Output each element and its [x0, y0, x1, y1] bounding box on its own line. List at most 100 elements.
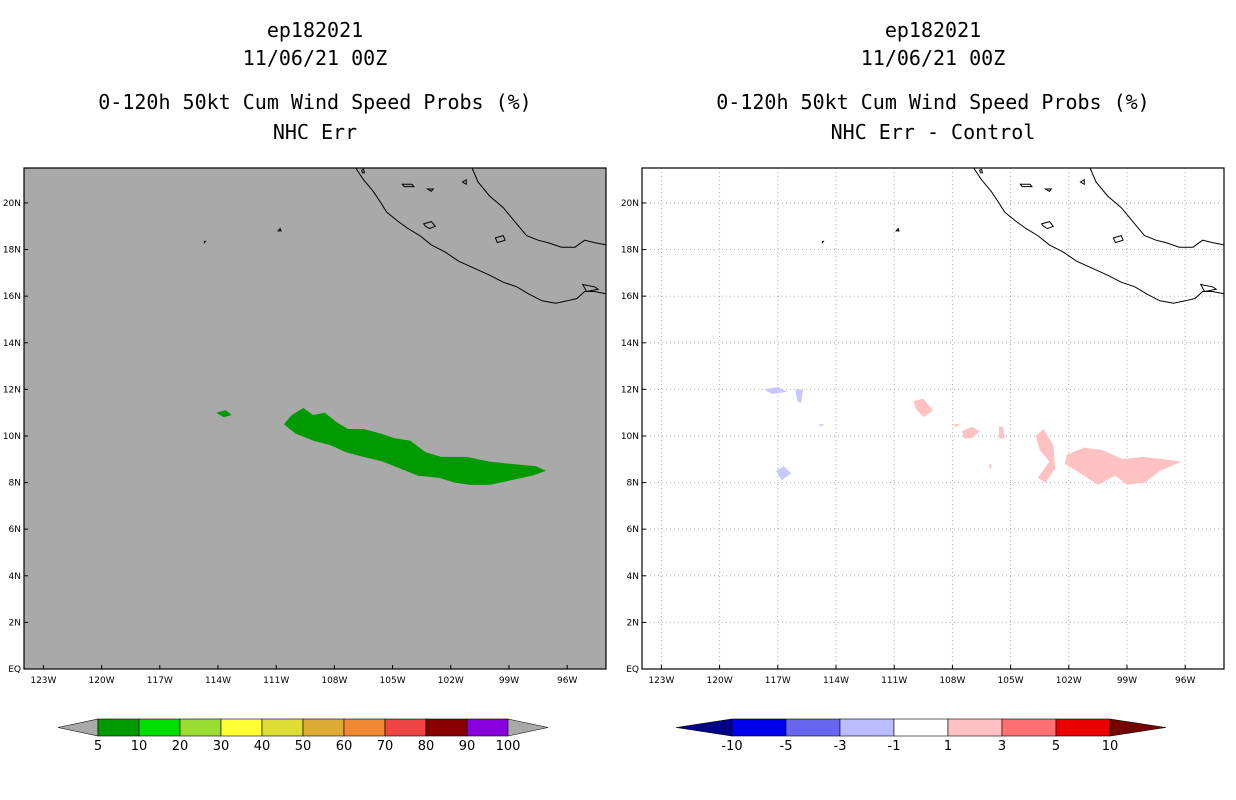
prob-region-pos-patch-c [962, 426, 980, 439]
colorbar-label: -5 [780, 739, 793, 754]
lat-tick-label: 20N [621, 199, 639, 209]
island-outline [1112, 234, 1124, 244]
prob-region-neg-patch-a [764, 387, 788, 394]
island-outline [1079, 178, 1085, 186]
prob-region-neg-patch-d [818, 424, 825, 427]
lon-tick-label: 114W [823, 676, 849, 686]
lon-tick-label: 102W [438, 676, 464, 686]
colorbar-cell [893, 718, 949, 737]
colorbar-label: 50 [295, 739, 312, 754]
prob-region-pos-patch-a [913, 398, 933, 418]
colorbar-cell [97, 718, 140, 737]
island-outline [425, 188, 435, 192]
lat-tick-label: 18N [621, 246, 639, 256]
colorbar-low-triangle [57, 718, 99, 737]
lat-tick-label: 8N [627, 479, 639, 489]
lon-tick-label: 108W [321, 676, 347, 686]
lat-tick-label: 6N [627, 525, 639, 535]
island-outline [895, 227, 900, 232]
colorbar-cell [179, 718, 222, 737]
colorbar-label: 5 [1052, 739, 1060, 754]
colorbar-label: 10 [1102, 739, 1119, 754]
prob-region-pos-patch-d [999, 426, 1005, 439]
island-outline [1043, 188, 1053, 192]
lon-tick-label: 111W [263, 676, 289, 686]
lon-tick-label: 123W [648, 676, 674, 686]
lon-tick-label: 123W [30, 676, 56, 686]
colorbar-label: 90 [459, 739, 476, 754]
lat-tick-label: 2N [9, 618, 21, 628]
island-outline [494, 234, 506, 244]
lat-tick-label: 8N [9, 479, 21, 489]
island-outline [821, 240, 825, 244]
colorbar-label: 1 [944, 739, 952, 754]
coastline [355, 167, 607, 304]
island-outline [203, 240, 207, 244]
island-outline [360, 168, 366, 174]
colorbar-cell [138, 718, 181, 737]
right-colorbar: -10 -5 -3 -1 1 3 5 10 [675, 718, 1167, 754]
lon-tick-label: 117W [765, 676, 791, 686]
lon-tick-label: 99W [499, 676, 519, 686]
colorbar-label: 10 [131, 739, 148, 754]
lat-tick-label: 18N [3, 246, 21, 256]
prob-region-neg-patch-c [775, 466, 792, 481]
lat-tick-label: EQ [626, 665, 639, 675]
coastline [471, 167, 607, 248]
prob-region-isolated-patch [216, 410, 232, 418]
colorbar-label: 100 [496, 739, 521, 754]
colorbar-cell [343, 718, 386, 737]
island-outline [461, 178, 467, 186]
prob-region-pos-patch-e [989, 463, 992, 469]
island-outline [1199, 283, 1218, 293]
island-outline [422, 221, 437, 230]
colorbar-label: 40 [254, 739, 271, 754]
colorbar-cell [1001, 718, 1057, 737]
prob-region-pos-patch-g [1064, 447, 1182, 485]
colorbar-cell [261, 718, 304, 737]
colorbar-cell [220, 718, 263, 737]
colorbar-label: 70 [377, 739, 394, 754]
lat-tick-label: 6N [9, 525, 21, 535]
map-frame [23, 167, 607, 670]
left-map-panel: 123W 120W 117W 114W 111W 108W 105W 102W 99W 96W EQ… [3, 167, 607, 686]
colorbar-label: -1 [888, 739, 901, 754]
lat-tick-label: 10N [621, 432, 639, 442]
lon-tick-label: 120W [707, 676, 733, 686]
coastline [1089, 167, 1225, 248]
colorbar-label: 20 [172, 739, 189, 754]
colorbar-cell [425, 718, 468, 737]
left-colorbar: 5 10 20 30 40 50 60 70 80 90 100 [57, 718, 549, 754]
lon-tick-label: 105W [998, 676, 1024, 686]
lat-tick-label: 12N [621, 385, 639, 395]
lat-tick-label: EQ [8, 665, 21, 675]
lon-tick-label: 117W [147, 676, 173, 686]
left-subtitle: NHC Err [272, 120, 358, 144]
lat-tick-label: 16N [621, 292, 639, 302]
lon-tick-label: 111W [881, 676, 907, 686]
colorbar-cell [302, 718, 345, 737]
left-storm-id: ep182021 [266, 18, 364, 42]
colorbar-cell [785, 718, 841, 737]
island-outline [581, 283, 600, 293]
colorbar-high-triangle [1109, 718, 1167, 737]
lon-tick-label: 96W [1175, 676, 1195, 686]
right-datetime: 11/06/21 00Z [860, 46, 1006, 70]
lon-tick-label: 108W [939, 676, 965, 686]
right-storm-id: ep182021 [884, 18, 982, 42]
map-frame [641, 167, 1225, 670]
lat-tick-label: 4N [9, 572, 21, 582]
lon-tick-label: 105W [380, 676, 406, 686]
colorbar-cell [1055, 718, 1111, 737]
lon-tick-label: 114W [205, 676, 231, 686]
left-product-title: 0-120h 50kt Cum Wind Speed Probs (%) [98, 90, 532, 114]
right-subtitle: NHC Err - Control [830, 120, 1036, 144]
lat-tick-label: 14N [621, 339, 639, 349]
colorbar-low-triangle [675, 718, 733, 737]
right-map-panel: 123W 120W 117W 114W 111W 108W 105W 102W 99W 96W EQ… [621, 167, 1225, 686]
colorbar-label: 30 [213, 739, 230, 754]
colorbar-label: 5 [94, 739, 102, 754]
lat-tick-label: 20N [3, 199, 21, 209]
lat-tick-label: 4N [627, 572, 639, 582]
